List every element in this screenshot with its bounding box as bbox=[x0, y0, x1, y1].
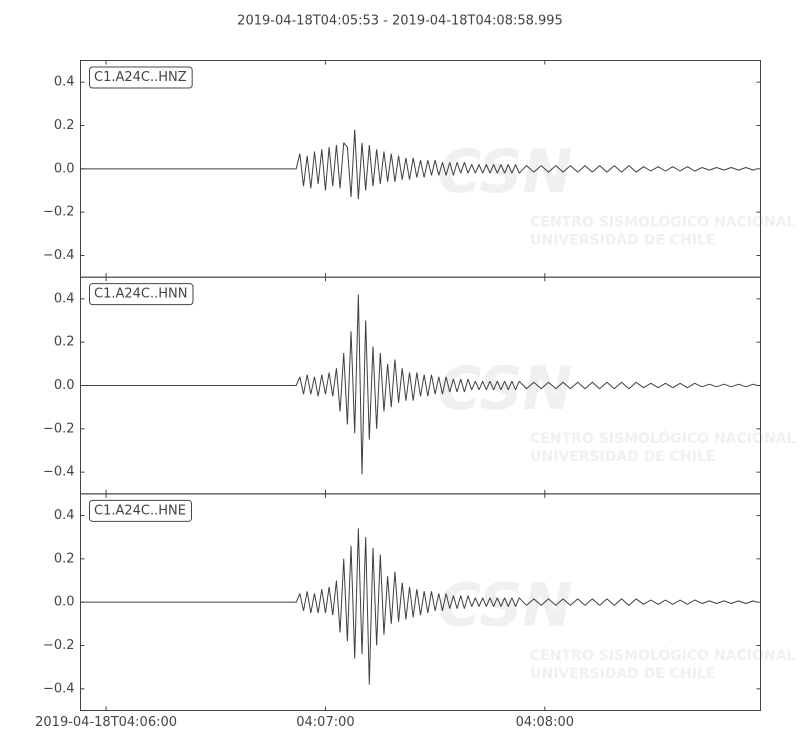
y-tick-label: −0.2 bbox=[43, 638, 75, 653]
trace-label-box bbox=[89, 283, 194, 306]
y-tick-label: 0.0 bbox=[54, 378, 75, 393]
watermark-text: UNIVERSIDAD DE CHILE bbox=[530, 449, 715, 465]
y-tick-label: −0.4 bbox=[43, 248, 75, 263]
y-tick-label: −0.2 bbox=[43, 421, 75, 436]
y-tick-label: −0.4 bbox=[43, 681, 75, 696]
y-tick-label: −0.2 bbox=[43, 205, 75, 220]
y-tick-label: 0.2 bbox=[54, 551, 75, 566]
y-tick-label: 0.2 bbox=[54, 118, 75, 133]
chart-title: 2019-04-18T04:05:53 - 2019-04-18T04:08:5… bbox=[237, 14, 563, 29]
y-tick-label: −0.4 bbox=[43, 465, 75, 480]
waveform bbox=[80, 294, 758, 475]
watermark-text: UNIVERSIDAD DE CHILE bbox=[530, 233, 715, 249]
x-tick-label: 04:07:00 bbox=[296, 715, 354, 730]
watermark-logo: CSN bbox=[437, 354, 572, 424]
trace-label: C1.A24C..HNE bbox=[94, 503, 186, 518]
x-tick-label: 04:08:00 bbox=[516, 715, 574, 730]
watermark-text: UNIVERSIDAD DE CHILE bbox=[530, 666, 715, 682]
trace-label: C1.A24C..HNN bbox=[94, 287, 187, 302]
x-tick-label: 2019-04-18T04:06:00 bbox=[35, 715, 177, 730]
waveform bbox=[80, 528, 758, 685]
y-tick-label: 0.4 bbox=[54, 508, 75, 523]
trace-label-box bbox=[89, 499, 192, 522]
watermark-text: CENTRO SISMOLÓGICO NACIONAL bbox=[530, 213, 795, 231]
trace-label-box bbox=[89, 66, 193, 89]
y-tick-label: 0.2 bbox=[54, 335, 75, 350]
y-tick-label: 0.0 bbox=[54, 595, 75, 610]
waveform bbox=[80, 129, 758, 200]
watermark-text: CENTRO SISMOLÓGICO NACIONAL bbox=[530, 646, 795, 664]
trace-label: C1.A24C..HNZ bbox=[94, 70, 187, 85]
watermark-logo: CSN bbox=[437, 570, 572, 640]
y-tick-label: 0.4 bbox=[54, 291, 75, 306]
y-tick-label: 0.4 bbox=[54, 75, 75, 90]
watermark-text: CENTRO SISMOLÓGICO NACIONAL bbox=[530, 429, 795, 447]
y-tick-label: 0.0 bbox=[54, 161, 75, 176]
